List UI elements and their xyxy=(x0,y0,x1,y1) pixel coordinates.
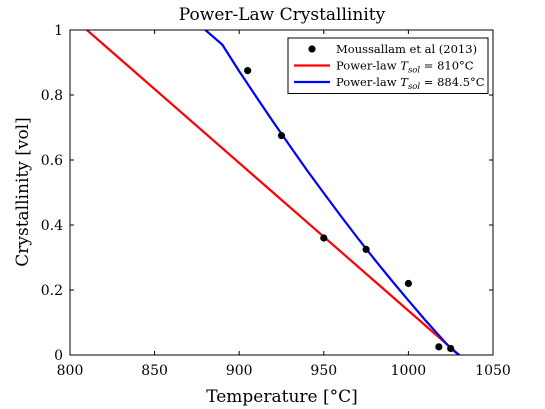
y-axis: 0 0.2 0.4 0.6 0.8 1 xyxy=(41,23,493,364)
x-tick-label: 900 xyxy=(226,363,253,379)
legend-label: Moussallam et al (2013) xyxy=(336,42,477,56)
legend-point-swatch xyxy=(308,45,316,53)
data-point xyxy=(362,245,370,253)
legend-label: Power-law Tsol = 884.5°C xyxy=(336,75,485,92)
chart-title: Power-Law Crystallinity xyxy=(179,5,386,25)
x-axis-label: Temperature [°C] xyxy=(206,387,358,407)
x-tick-label: 1050 xyxy=(475,363,511,379)
y-tick-label: 1 xyxy=(54,23,63,39)
y-tick-label: 0 xyxy=(54,348,63,364)
plot-border xyxy=(69,29,494,356)
y-axis-label: Crystallinity [vol] xyxy=(13,117,33,267)
y-tick-label: 0.6 xyxy=(41,153,63,169)
y-tick-label: 0.2 xyxy=(41,283,63,299)
legend-label: Power-law Tsol = 810°C xyxy=(336,59,474,76)
x-tick-label: 1000 xyxy=(391,363,427,379)
x-axis: 800 850 900 950 1000 1050 xyxy=(57,30,511,379)
data-point xyxy=(244,67,252,75)
y-tick-label: 0.4 xyxy=(41,218,63,234)
scatter-points xyxy=(244,67,455,353)
data-point xyxy=(277,132,286,140)
legend: Moussallam et al (2013) Power-law Tsol = … xyxy=(287,37,489,94)
x-tick-label: 800 xyxy=(57,363,84,379)
x-tick-label: 850 xyxy=(141,363,168,379)
data-point xyxy=(320,234,328,242)
data-point xyxy=(404,279,412,288)
x-tick-label: 950 xyxy=(310,363,337,379)
series-line-2 xyxy=(204,30,460,355)
series-lines xyxy=(86,30,460,355)
data-point xyxy=(435,343,443,351)
data-point xyxy=(447,344,455,353)
legend-items: Moussallam et al (2013) Power-law Tsol = … xyxy=(294,42,485,92)
series-line-1 xyxy=(86,30,460,355)
y-tick-label: 0.8 xyxy=(41,88,63,104)
